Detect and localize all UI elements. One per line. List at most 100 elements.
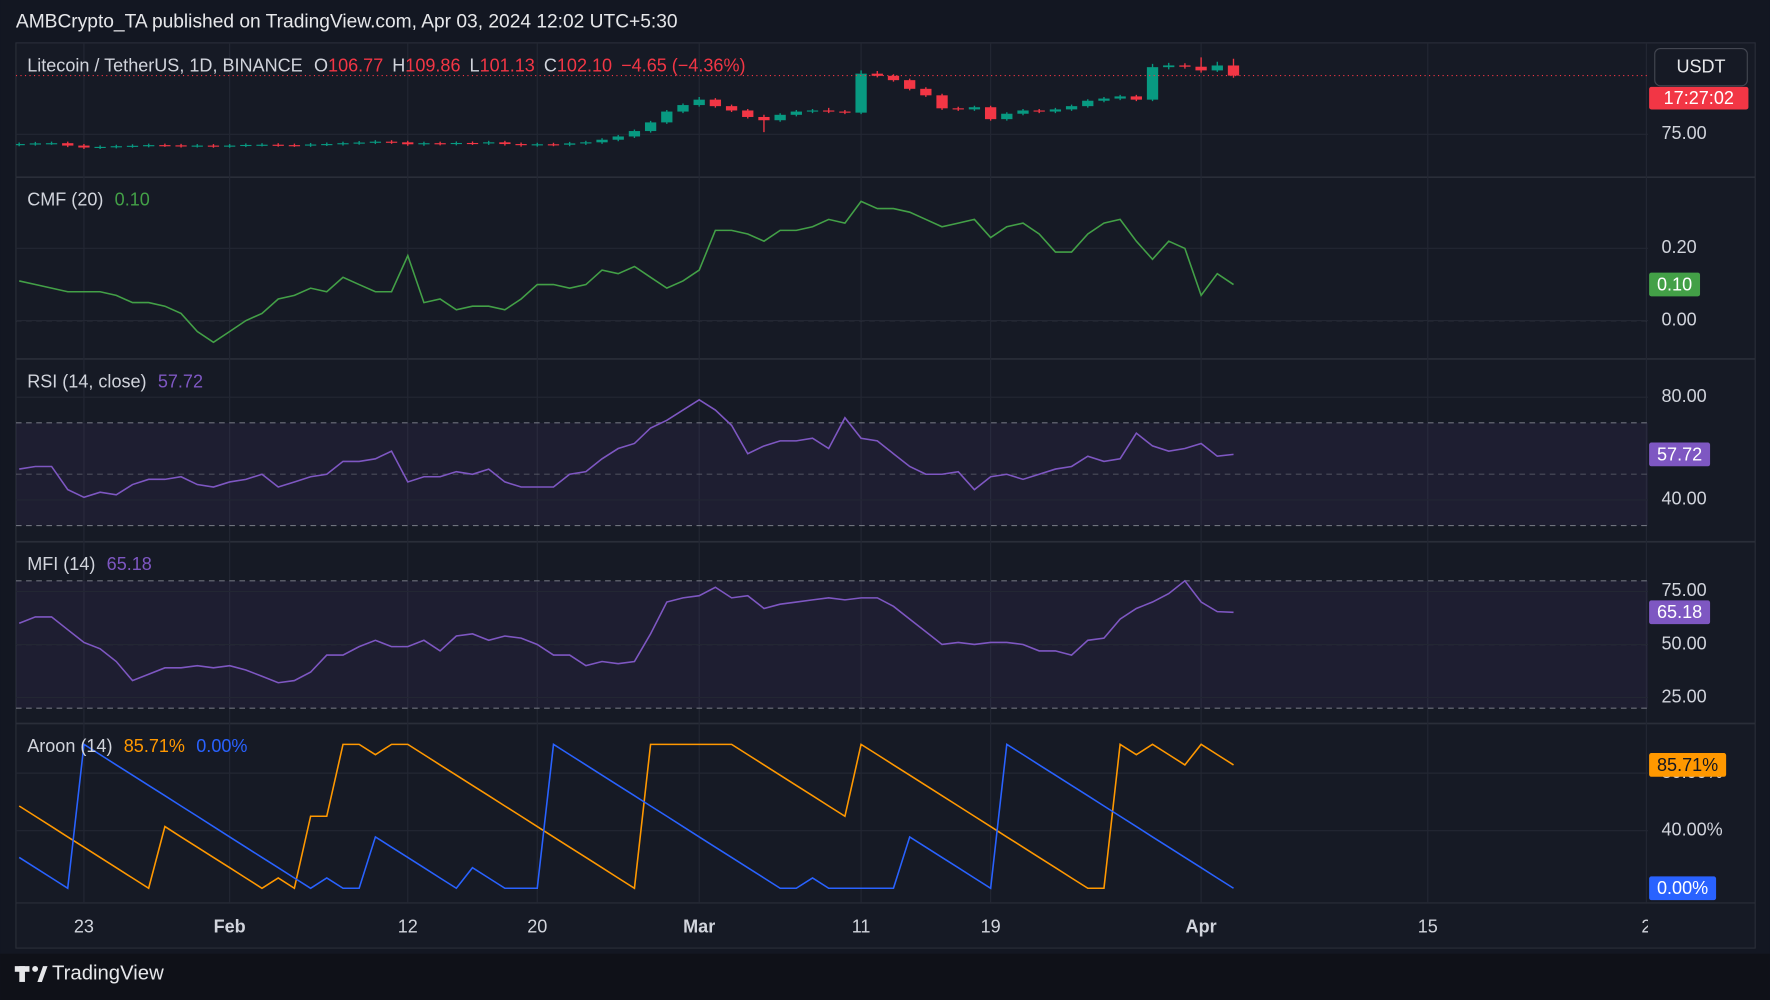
candle-body	[207, 145, 220, 147]
panel	[15, 396, 1648, 527]
candle-body	[1033, 110, 1045, 112]
indicator-line	[19, 398, 1234, 499]
y-tick-label: 50.00	[1662, 633, 1707, 653]
candle-body	[936, 95, 948, 109]
panel-title: Litecoin / TetherUS, 1D, BINANCE	[27, 55, 303, 75]
candle-body	[1049, 109, 1062, 112]
x-tick-label: Apr	[1186, 917, 1217, 937]
candle-body	[321, 144, 333, 146]
candle-body	[725, 106, 738, 111]
candle-body	[418, 143, 430, 145]
candle-body	[823, 110, 835, 112]
ohlc-value: 109.86	[405, 55, 460, 75]
panel	[15, 743, 1648, 890]
legend-value: 0.10	[115, 190, 150, 210]
candle-body	[1001, 113, 1013, 120]
candle-body	[385, 141, 398, 143]
candle-body	[774, 114, 786, 121]
candle-body	[15, 144, 25, 146]
chart-frame	[15, 42, 1756, 949]
panel-title: MFI (14)	[27, 554, 95, 574]
panel-title: RSI (14, close)	[27, 371, 146, 391]
candle-body	[1114, 96, 1126, 99]
price-change: −4.65 (−4.36%)	[621, 55, 745, 75]
panel-title: CMF (20)	[27, 190, 103, 210]
candle-body	[871, 73, 883, 76]
candle-body	[564, 143, 576, 145]
y-tick-label: 75.00	[1662, 123, 1707, 143]
x-tick-label: 20	[527, 917, 547, 937]
candle-body	[839, 111, 851, 113]
legend-value: 65.18	[107, 554, 152, 574]
ohlc-value: 106.77	[328, 55, 383, 75]
ohlc-value: 101.13	[480, 55, 535, 75]
candle-body	[952, 108, 964, 110]
candle-body	[742, 110, 754, 117]
candle-body	[644, 122, 657, 132]
indicator-line	[18, 579, 1234, 684]
ohlc-key: C	[544, 55, 557, 75]
last-value-badge	[1649, 600, 1711, 625]
panel	[15, 57, 1648, 150]
x-tick-label: Feb	[214, 917, 246, 937]
candle-body	[62, 143, 74, 146]
last-value-badge	[1649, 876, 1717, 901]
indicator-line	[19, 200, 1234, 344]
candle-body	[126, 145, 139, 147]
publisher-line: AMBCrypto_TA published on TradingView.co…	[16, 12, 678, 33]
candle-body	[628, 131, 641, 137]
candle-body	[29, 143, 41, 145]
last-value-badge	[1649, 442, 1711, 467]
candle-body	[968, 107, 981, 110]
x-tick-label: 23	[74, 917, 94, 937]
panel	[15, 579, 1648, 709]
panel	[15, 200, 1648, 344]
last-value-badge-text: 85.71%	[1657, 755, 1718, 775]
candle-body	[984, 107, 997, 120]
candle-body	[175, 145, 187, 147]
candle-body	[1017, 110, 1029, 114]
candle-body	[1146, 67, 1159, 100]
y-tick-label: 0.20	[1662, 237, 1697, 257]
indicator-line	[18, 743, 1234, 890]
candle-body	[256, 144, 268, 146]
candle-body	[110, 146, 122, 148]
candle-body	[855, 73, 867, 113]
candle-body	[887, 75, 900, 81]
candle-body	[920, 88, 932, 96]
candle-body	[1082, 100, 1094, 107]
last-value-badge-text: 57.72	[1657, 444, 1702, 464]
ohlc-value: 102.10	[557, 55, 612, 75]
candle-body	[450, 142, 462, 145]
y-tick-label: 75.00	[1662, 580, 1707, 600]
x-tick-label: Mar	[683, 917, 715, 937]
candle-body	[45, 143, 58, 145]
candle-body	[806, 110, 819, 112]
indicator-line	[18, 743, 1234, 890]
candle-body	[661, 111, 673, 123]
brand-name: TradingView	[52, 962, 164, 984]
candle-body	[337, 143, 349, 145]
candle-body	[1163, 65, 1175, 68]
candle-body	[693, 99, 705, 106]
candle-body	[288, 145, 301, 147]
y-tick-label: 40.00	[1662, 489, 1707, 509]
candle-body	[790, 111, 802, 115]
candle-body	[580, 142, 592, 144]
x-tick-label: 15	[1418, 917, 1438, 937]
currency-button-text[interactable]: USDT	[1676, 56, 1725, 76]
candle-body	[304, 144, 317, 146]
candle-body	[369, 141, 382, 143]
candle-body	[677, 105, 689, 112]
candle-body	[353, 142, 365, 144]
last-value-badge-text: 0.10	[1657, 274, 1692, 294]
ohlc-key: O	[314, 55, 328, 75]
y-tick-label: 40.00%	[1662, 819, 1723, 839]
candle-body	[709, 99, 722, 107]
candle-body	[159, 145, 171, 147]
candle-body	[240, 144, 252, 147]
panel-title: Aroon (14)	[27, 736, 112, 756]
candle-body	[466, 142, 479, 145]
time-axis: 23 Feb 12 20 Mar 11 19 Apr 15 2	[74, 42, 1648, 937]
